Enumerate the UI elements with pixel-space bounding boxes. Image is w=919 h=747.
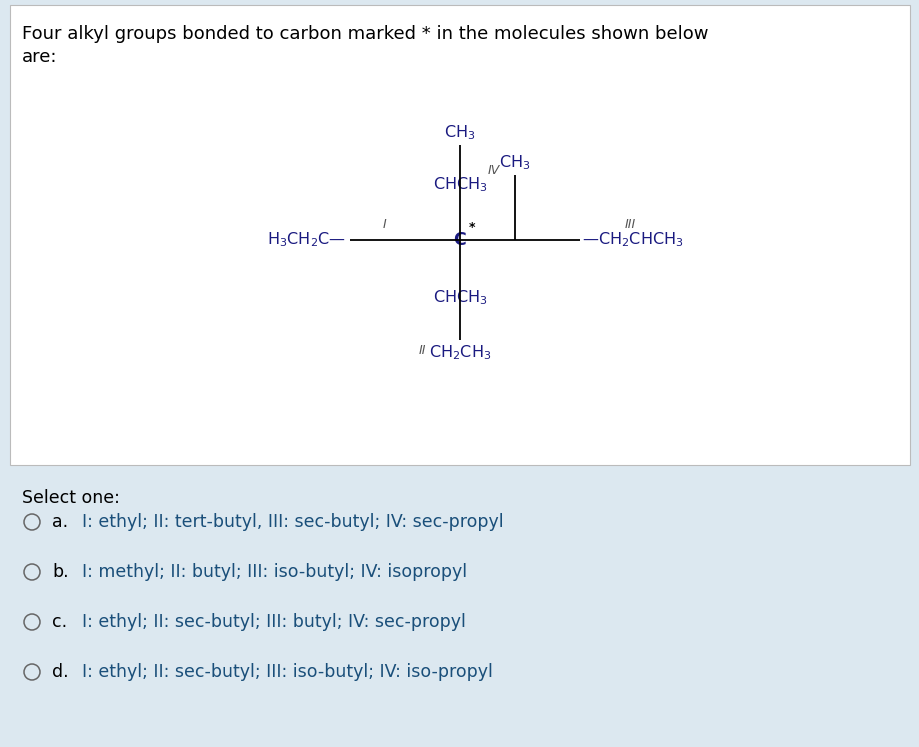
Text: d.: d. bbox=[52, 663, 69, 681]
Text: I: I bbox=[382, 217, 387, 231]
Text: I: ethyl; II: sec-butyl; III: butyl; IV: sec-propyl: I: ethyl; II: sec-butyl; III: butyl; IV:… bbox=[82, 613, 465, 631]
Text: C: C bbox=[453, 231, 466, 249]
Text: $\mathregular{CH_3}$: $\mathregular{CH_3}$ bbox=[499, 153, 530, 172]
Text: IV: IV bbox=[487, 164, 500, 176]
Text: Select one:: Select one: bbox=[22, 489, 119, 507]
Text: $\mathregular{CHCH_3}$: $\mathregular{CHCH_3}$ bbox=[432, 176, 487, 194]
Text: I: methyl; II: butyl; III: iso-butyl; IV: isopropyl: I: methyl; II: butyl; III: iso-butyl; IV… bbox=[82, 563, 467, 581]
Text: $\mathregular{CHCH_3}$: $\mathregular{CHCH_3}$ bbox=[432, 288, 487, 307]
Text: b.: b. bbox=[52, 563, 69, 581]
Text: $\mathregular{H_3CH_2C}$—: $\mathregular{H_3CH_2C}$— bbox=[267, 231, 346, 249]
Text: c.: c. bbox=[52, 613, 67, 631]
Text: are:: are: bbox=[22, 48, 58, 66]
Text: a.: a. bbox=[52, 513, 68, 531]
Text: $\mathregular{CH_2CH_3}$: $\mathregular{CH_2CH_3}$ bbox=[428, 343, 491, 362]
Text: —$\mathregular{CH_2CHCH_3}$: —$\mathregular{CH_2CHCH_3}$ bbox=[582, 231, 683, 249]
Text: III: III bbox=[624, 217, 635, 231]
Text: I: ethyl; II: tert-butyl, III: sec-butyl; IV: sec-propyl: I: ethyl; II: tert-butyl, III: sec-butyl… bbox=[82, 513, 503, 531]
Text: I: ethyl; II: sec-butyl; III: iso-butyl; IV: iso-propyl: I: ethyl; II: sec-butyl; III: iso-butyl;… bbox=[82, 663, 493, 681]
Text: *: * bbox=[469, 222, 475, 235]
Text: II: II bbox=[418, 344, 425, 356]
Text: $\mathregular{CH_3}$: $\mathregular{CH_3}$ bbox=[444, 123, 475, 142]
Text: Four alkyl groups bonded to carbon marked * in the molecules shown below: Four alkyl groups bonded to carbon marke… bbox=[22, 25, 708, 43]
